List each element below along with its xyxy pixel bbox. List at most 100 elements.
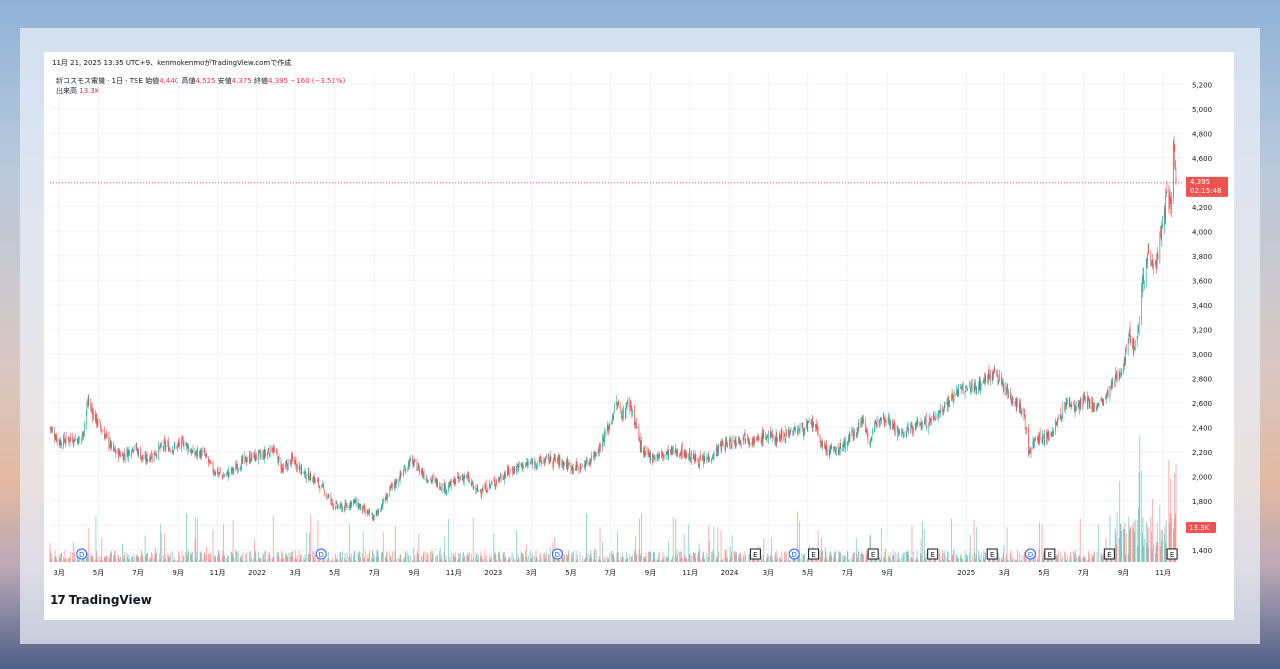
- dividend-marker[interactable]: D: [1024, 548, 1036, 560]
- candle-body: [817, 431, 819, 435]
- volume-bar: [518, 559, 520, 562]
- volume-bar: [853, 552, 855, 562]
- candle-body: [132, 449, 134, 452]
- tradingview-brand[interactable]: 17 TradingView: [50, 593, 152, 607]
- candle-body: [623, 409, 624, 418]
- dividend-marker[interactable]: D: [315, 548, 327, 560]
- volume-bar: [1078, 556, 1080, 562]
- volume-bar: [114, 550, 116, 562]
- volume-bar: [613, 557, 615, 562]
- volume-bar: [1175, 463, 1177, 562]
- candle-body: [813, 422, 814, 427]
- candle-body: [531, 462, 533, 464]
- candle-body: [618, 404, 620, 407]
- earnings-marker[interactable]: E: [808, 548, 820, 560]
- volume-bar: [342, 551, 343, 562]
- volume-bar: [962, 561, 964, 562]
- brand-name: TradingView: [68, 593, 152, 607]
- dividend-marker[interactable]: D: [76, 548, 88, 560]
- candle-body: [96, 413, 97, 425]
- price-chart[interactable]: 1,4001,6001,8002,0002,2002,4002,6002,800…: [44, 52, 1234, 582]
- candle-body: [747, 438, 748, 440]
- candle-body: [426, 479, 428, 481]
- candle-body: [834, 448, 836, 452]
- x-tick-label: 5月: [329, 569, 340, 577]
- volume-bar: [851, 556, 853, 562]
- volume-bar: [289, 552, 291, 562]
- volume-bar: [459, 552, 461, 562]
- volume-bar: [421, 560, 423, 562]
- candle-body: [784, 438, 786, 440]
- candle-body: [554, 454, 556, 459]
- candle-body: [806, 423, 807, 427]
- volume-bar: [268, 553, 270, 562]
- volume-bar: [784, 560, 786, 562]
- volume-bar: [407, 550, 409, 562]
- candle-body: [341, 505, 343, 511]
- earnings-marker[interactable]: E: [867, 548, 879, 560]
- volume-bar: [675, 518, 677, 562]
- candle-body: [718, 444, 719, 453]
- candle-body: [271, 446, 273, 453]
- candle-body: [874, 425, 875, 432]
- candle-body: [322, 484, 323, 486]
- candle-body: [879, 419, 880, 423]
- volume-bar: [1123, 529, 1125, 562]
- candle-body: [803, 433, 805, 436]
- volume-bar: [976, 527, 978, 562]
- candle-body: [869, 441, 871, 444]
- volume-bar: [364, 556, 365, 562]
- candle-body: [790, 429, 792, 431]
- candle-body: [1164, 211, 1165, 226]
- earnings-marker[interactable]: E: [1044, 548, 1056, 560]
- volume-bar: [413, 559, 415, 562]
- volume-bar: [422, 552, 424, 562]
- volume-bar: [1000, 558, 1002, 562]
- candle-body: [781, 429, 783, 439]
- candle-body: [925, 417, 927, 428]
- volume-bar: [124, 552, 125, 562]
- candle-body: [432, 477, 433, 481]
- candle-body: [173, 449, 174, 453]
- candle-body: [779, 435, 780, 438]
- symbol-label[interactable]: 新コスモス電機 · 1日 · TSE: [56, 77, 143, 85]
- earnings-marker[interactable]: E: [1103, 548, 1115, 560]
- volume-bar: [210, 552, 211, 562]
- candle-body: [203, 450, 205, 452]
- candle-body: [146, 455, 147, 462]
- volume-bar: [496, 560, 497, 562]
- candle-body: [231, 469, 233, 472]
- volume-bar: [694, 552, 696, 562]
- candle-body: [530, 462, 532, 464]
- candle-body: [724, 446, 726, 450]
- volume-bar: [540, 553, 541, 562]
- earnings-marker[interactable]: E: [986, 548, 998, 560]
- candle-body: [638, 426, 640, 440]
- dividend-marker[interactable]: D: [551, 548, 563, 560]
- dividend-marker[interactable]: D: [788, 548, 800, 560]
- volume-bar: [720, 530, 722, 562]
- dividend-marker-letter: D: [79, 551, 84, 559]
- volume-bar: [817, 560, 818, 562]
- volume-bar: [439, 551, 440, 562]
- candle-body: [790, 430, 791, 435]
- candle-body: [622, 411, 624, 418]
- volume-bar: [672, 556, 673, 562]
- candle-body: [362, 506, 364, 512]
- candle-body: [1014, 402, 1016, 404]
- candle-body: [1000, 375, 1002, 382]
- volume-bar: [394, 550, 396, 562]
- earnings-marker[interactable]: E: [927, 548, 939, 560]
- volume-badge-text: 13.3K: [1189, 524, 1210, 532]
- candle-body: [480, 492, 482, 494]
- candle-body: [1146, 257, 1148, 265]
- candle-body: [182, 439, 183, 441]
- candle-body: [274, 450, 275, 451]
- earnings-marker[interactable]: E: [749, 548, 761, 560]
- volume-bar: [485, 558, 486, 562]
- volume-bar: [122, 543, 123, 562]
- earnings-marker[interactable]: E: [1166, 548, 1178, 560]
- volume-bar: [1064, 553, 1066, 562]
- volume-bar: [507, 559, 509, 562]
